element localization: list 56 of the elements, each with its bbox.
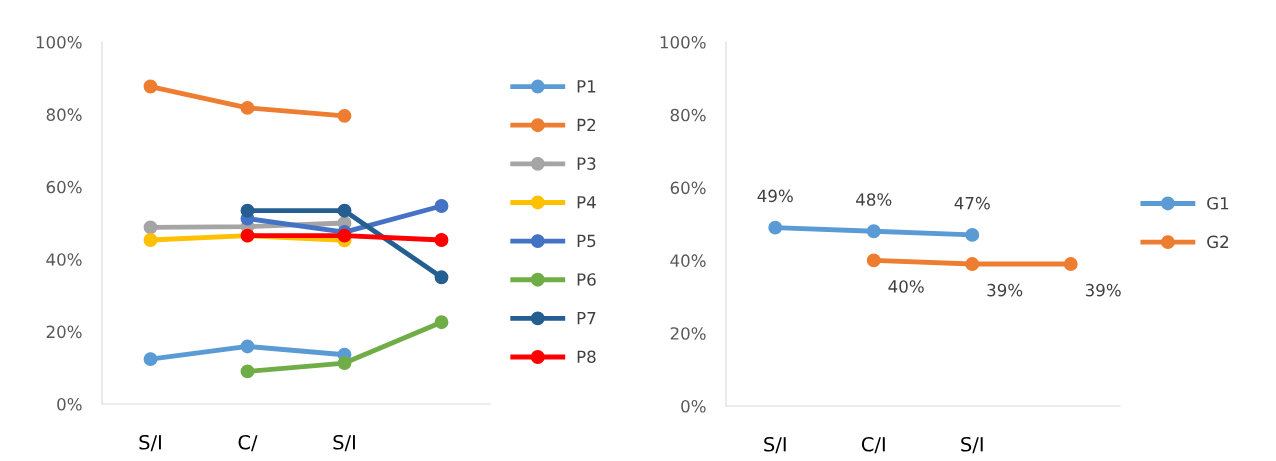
legend-label: P6 bbox=[577, 273, 596, 286]
point bbox=[240, 203, 255, 218]
legend-label: P4 bbox=[577, 196, 596, 209]
legend-label: G1 bbox=[1207, 196, 1229, 210]
y-tick-label: 100% bbox=[660, 35, 706, 49]
y-tick-label: 0% bbox=[57, 397, 82, 411]
y-tick-label: 80% bbox=[670, 108, 706, 122]
point bbox=[965, 257, 980, 271]
legend-label: P2 bbox=[577, 118, 596, 132]
point bbox=[337, 228, 352, 243]
y-tick-label: 80% bbox=[46, 108, 82, 121]
point bbox=[866, 224, 881, 239]
x-tick-label: C/ bbox=[238, 434, 258, 452]
x-tick-label: S/I bbox=[961, 436, 983, 454]
point bbox=[143, 233, 158, 247]
data-label: 48% bbox=[856, 193, 892, 206]
point bbox=[434, 270, 449, 285]
y-tick-label: 40% bbox=[670, 254, 706, 267]
point bbox=[337, 203, 352, 218]
point bbox=[434, 199, 449, 213]
point bbox=[337, 108, 352, 123]
point bbox=[240, 339, 255, 354]
point bbox=[143, 79, 158, 94]
point bbox=[1063, 257, 1078, 271]
y-tick-label: 60% bbox=[670, 181, 706, 195]
y-tick-label: 20% bbox=[670, 327, 706, 340]
point bbox=[337, 356, 352, 371]
legend-label: P7 bbox=[577, 312, 596, 325]
point bbox=[866, 253, 881, 268]
y-tick-label: 40% bbox=[46, 253, 82, 266]
legend-label: P5 bbox=[577, 234, 596, 248]
data-label: 40% bbox=[888, 280, 924, 293]
data-label: 39% bbox=[987, 283, 1023, 297]
y-tick-label: 60% bbox=[46, 180, 82, 194]
legend-label: P8 bbox=[577, 350, 596, 364]
x-tick-label: S/I bbox=[139, 434, 161, 452]
legend-label: P3 bbox=[577, 157, 596, 170]
legend-label: G2 bbox=[1207, 235, 1229, 249]
point bbox=[240, 364, 255, 379]
y-tick-label: 20% bbox=[46, 325, 82, 339]
data-label: 39% bbox=[1085, 283, 1121, 297]
y-tick-label: 100% bbox=[36, 35, 82, 49]
point bbox=[965, 227, 980, 242]
point bbox=[240, 100, 255, 115]
point bbox=[434, 233, 449, 247]
point bbox=[143, 220, 158, 235]
point bbox=[768, 220, 783, 235]
x-tick-label: S/I bbox=[333, 434, 355, 452]
legend-label: P1 bbox=[577, 80, 596, 93]
x-tick-label: C/I bbox=[861, 436, 885, 454]
point bbox=[434, 315, 449, 330]
data-label: 49% bbox=[757, 189, 793, 203]
y-tick-label: 0% bbox=[681, 399, 706, 413]
x-tick-label: S/I bbox=[764, 436, 786, 454]
data-label: 47% bbox=[954, 196, 990, 210]
point bbox=[143, 352, 158, 367]
